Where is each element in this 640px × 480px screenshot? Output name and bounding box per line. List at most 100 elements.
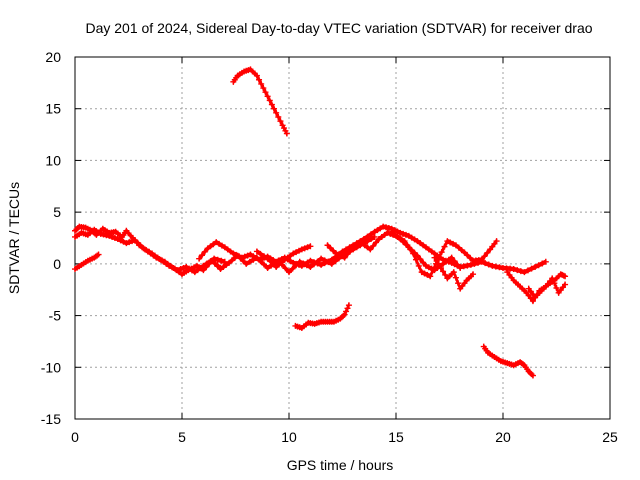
data-point (438, 249, 445, 256)
data-point (529, 372, 536, 379)
data-point (126, 239, 133, 246)
y-tick-label: 10 (45, 152, 61, 168)
data-point (397, 229, 404, 236)
data-point (296, 258, 303, 265)
data-point (420, 259, 427, 266)
data-point (481, 253, 488, 260)
data-point (109, 233, 116, 240)
data-point (417, 256, 424, 263)
data-point (303, 262, 310, 269)
data-point (253, 254, 260, 261)
series-arc-5 (200, 233, 378, 276)
data-point (539, 260, 546, 267)
grid-lines (75, 57, 610, 419)
data-point (282, 265, 289, 272)
data-point (293, 262, 300, 269)
x-tick-label: 10 (281, 429, 297, 445)
data-point (484, 249, 491, 256)
y-axis-label: SDTVAR / TECUs (6, 182, 22, 294)
data-point (264, 255, 271, 262)
data-point (402, 241, 409, 248)
data-point (304, 244, 311, 251)
data-point (478, 256, 485, 263)
data-point (262, 89, 269, 96)
data-point (307, 243, 314, 250)
data-point (542, 258, 549, 265)
series-arc-3 (72, 251, 102, 273)
data-point (451, 258, 458, 265)
data-point (529, 298, 536, 305)
data-point (257, 250, 264, 257)
data-point (437, 264, 444, 271)
plot-frame (74, 56, 611, 420)
data-point (268, 101, 275, 108)
data-point (237, 255, 244, 262)
data-point (283, 130, 290, 137)
data-point (397, 236, 404, 243)
data-point (270, 261, 277, 268)
data-point (243, 260, 250, 267)
data-point (300, 260, 307, 267)
data-point (341, 311, 348, 318)
data-point (321, 257, 328, 264)
data-point (330, 247, 337, 254)
series-arc-11 (525, 271, 569, 300)
data-point (482, 260, 489, 267)
data-point (258, 80, 265, 87)
x-tick-label: 15 (388, 429, 404, 445)
data-point (405, 244, 412, 251)
data-point (402, 231, 409, 238)
y-tick-label: 0 (53, 256, 61, 272)
data-point (414, 252, 421, 259)
data-point (198, 252, 205, 259)
data-point (266, 97, 273, 104)
data-point (208, 257, 215, 264)
data-point (454, 261, 461, 268)
data-point (347, 247, 354, 254)
data-point (310, 261, 317, 268)
data-point (457, 264, 464, 271)
y-tick-label: -10 (41, 359, 61, 375)
data-point (318, 255, 325, 262)
series-arc-13 (292, 302, 352, 331)
series-arc-8 (388, 229, 464, 274)
data-point (129, 238, 136, 245)
series-arc-12 (230, 66, 290, 137)
data-point (324, 242, 331, 249)
data-point (435, 261, 442, 268)
data-point (521, 269, 528, 276)
data-point (467, 261, 474, 268)
data-point (344, 251, 351, 258)
data-point (240, 258, 247, 265)
series-arc-2 (72, 226, 228, 276)
data-point (286, 269, 292, 276)
data-point (441, 243, 448, 250)
data-point (218, 257, 225, 264)
data-point (517, 268, 524, 275)
data-point (400, 238, 407, 245)
data-point (267, 258, 274, 265)
data-point (442, 271, 449, 278)
x-tick-label: 5 (178, 429, 186, 445)
data-point (307, 263, 314, 270)
data-point (264, 264, 271, 271)
data-point (271, 105, 278, 112)
data-point (246, 258, 253, 265)
data-point (328, 260, 335, 267)
y-tick-label: 15 (45, 101, 61, 117)
data-point (253, 72, 260, 79)
y-tick-label: -15 (41, 411, 61, 427)
data-point (464, 252, 471, 259)
data-point (131, 237, 138, 244)
data-point (137, 242, 144, 249)
data-point (314, 258, 321, 265)
series-line (326, 233, 498, 279)
series-arc-9 (431, 254, 477, 292)
data-point (289, 265, 296, 272)
data-point (111, 235, 118, 241)
data-point (264, 93, 271, 100)
data-series (72, 66, 569, 379)
data-point (371, 233, 378, 240)
data-point (307, 257, 314, 264)
